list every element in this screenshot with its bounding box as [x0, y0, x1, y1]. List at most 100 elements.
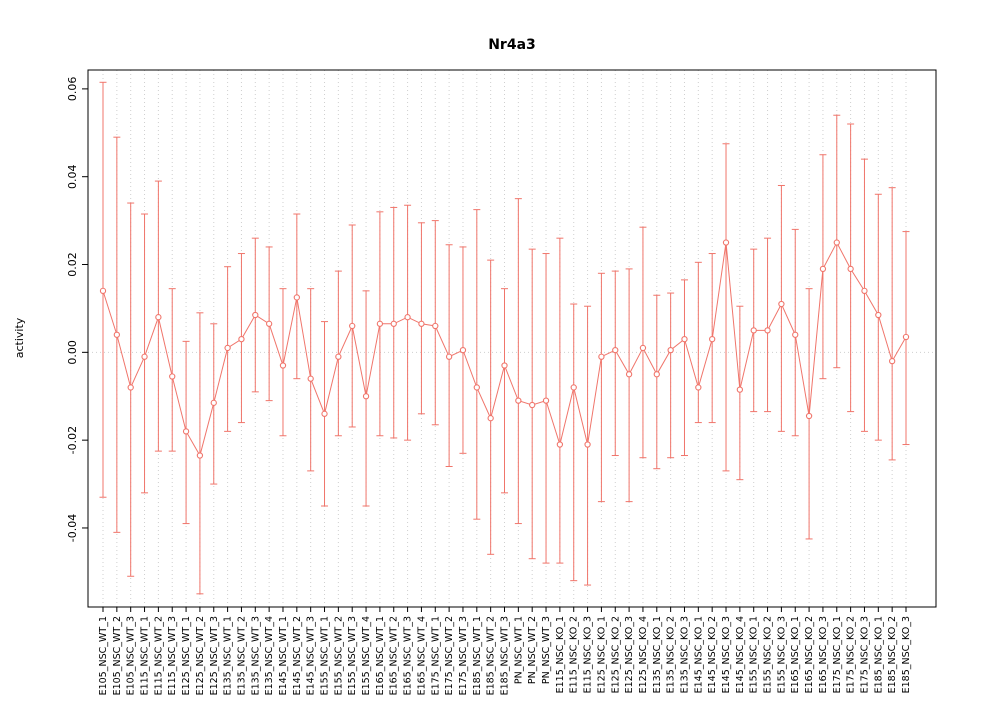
x-tick-label: E125_NSC_KO_1: [596, 616, 607, 693]
x-tick-label: E185_NSC_WT_3: [500, 616, 511, 695]
x-tick-label: E125_NSC_KO_3: [624, 616, 635, 693]
x-tick-label: E135_NSC_WT_1: [223, 616, 234, 695]
data-point: [722, 239, 730, 246]
x-tick-label: PN_NSC_WT_3: [541, 616, 552, 684]
x-tick-label: E105_NSC_WT_2: [112, 616, 123, 695]
y-tick-label: 0.02: [66, 252, 79, 277]
x-tick-label: E135_NSC_WT_4: [264, 616, 275, 695]
x-tick-label: E125_NSC_KO_4: [638, 616, 649, 693]
x-tick-label: E185_NSC_WT_1: [472, 616, 483, 695]
data-point: [529, 401, 536, 409]
data-point: [432, 322, 439, 330]
data-point: [805, 412, 813, 420]
y-tick-label: 0.04: [66, 164, 79, 189]
data-point: [127, 384, 134, 391]
x-tick-label: E145_NSC_KO_4: [735, 616, 746, 693]
data-point: [653, 371, 660, 378]
x-tick-label: E135_NSC_KO_2: [666, 616, 677, 693]
y-tick-label: -0.02: [66, 426, 79, 454]
x-tick-label: E145_NSC_WT_3: [306, 616, 317, 695]
data-point: [141, 353, 148, 360]
data-point: [695, 384, 702, 391]
data-point: [792, 331, 799, 338]
data-point: [376, 320, 384, 327]
x-tick-label: E145_NSC_WT_2: [292, 616, 303, 695]
x-tick-label: E165_NSC_KO_2: [804, 616, 815, 693]
data-point: [861, 287, 868, 295]
data-point: [833, 239, 840, 246]
y-tick-label: 0.06: [66, 77, 79, 102]
data-point: [445, 353, 453, 360]
x-tick-label: E155_NSC_KO_2: [763, 616, 774, 693]
data-point: [819, 265, 827, 273]
x-tick-label: E165_NSC_KO_3: [818, 616, 829, 693]
x-tick-label: E115_NSC_KO_3: [583, 616, 594, 693]
data-point: [598, 353, 605, 360]
data-point: [99, 287, 107, 295]
x-tick-label: E185_NSC_KO_2: [887, 616, 898, 693]
x-tick-label: E175_NSC_KO_2: [846, 616, 857, 693]
x-tick-label: E125_NSC_WT_2: [195, 616, 206, 695]
x-tick-label: E175_NSC_WT_3: [458, 616, 469, 695]
x-tick-label: E105_NSC_WT_1: [98, 616, 109, 695]
x-tick-label: E115_NSC_WT_1: [140, 616, 151, 695]
data-point: [875, 311, 882, 319]
x-tick-label: E175_NSC_WT_1: [430, 616, 441, 695]
x-tick-label: E175_NSC_KO_3: [859, 616, 870, 693]
plot-box: [87, 69, 937, 608]
data-point: [681, 336, 688, 343]
data-point: [473, 384, 480, 391]
data-point: [404, 314, 411, 321]
x-tick-label: E165_NSC_WT_4: [416, 616, 427, 695]
x-tick-label: E125_NSC_WT_1: [181, 616, 192, 695]
data-point: [556, 441, 564, 448]
data-point: [709, 336, 716, 343]
data-point: [238, 336, 245, 343]
data-point: [279, 362, 287, 369]
data-point: [847, 265, 854, 273]
data-point: [265, 320, 273, 327]
data-point: [764, 327, 771, 334]
data-point: [196, 452, 204, 459]
data-point: [501, 362, 508, 369]
data-point: [210, 399, 217, 406]
data-point: [155, 314, 162, 321]
data-point: [169, 373, 176, 380]
data-point: [750, 327, 757, 334]
data-point: [612, 346, 619, 354]
x-tick-label: E155_NSC_WT_3: [347, 616, 358, 695]
y-tick-label: 0.00: [66, 340, 79, 365]
data-point: [515, 397, 522, 404]
x-tick-label: E115_NSC_WT_3: [167, 616, 178, 695]
x-tick-label: E155_NSC_KO_3: [776, 616, 787, 693]
data-point: [902, 333, 910, 341]
data-point: [390, 320, 397, 327]
data-point: [487, 415, 494, 422]
x-tick-label: E145_NSC_KO_2: [707, 616, 718, 693]
x-tick-label: E135_NSC_WT_2: [236, 616, 247, 695]
data-point: [335, 353, 342, 360]
data-point: [570, 384, 577, 391]
x-tick-label: E135_NSC_KO_3: [679, 616, 690, 693]
data-point: [625, 371, 633, 378]
data-point: [584, 441, 591, 448]
x-tick-label: E165_NSC_WT_1: [375, 616, 386, 695]
data-point: [418, 320, 425, 327]
x-tick-label: E175_NSC_KO_1: [832, 616, 843, 693]
x-tick-label: E155_NSC_WT_4: [361, 616, 372, 695]
x-tick-label: E145_NSC_KO_1: [693, 616, 704, 693]
x-tick-label: PN_NSC_WT_2: [527, 616, 538, 684]
x-tick-label: E155_NSC_KO_1: [749, 616, 760, 693]
x-tick-label: E145_NSC_WT_1: [278, 616, 289, 695]
x-tick-label: PN_NSC_WT_1: [513, 616, 524, 684]
data-point: [224, 344, 231, 352]
x-tick-label: E125_NSC_WT_3: [209, 616, 220, 695]
x-tick-label: E165_NSC_WT_3: [403, 616, 414, 695]
x-tick-label: E185_NSC_WT_2: [486, 616, 497, 695]
data-point: [321, 410, 328, 417]
x-tick-label: E175_NSC_WT_2: [444, 616, 455, 695]
x-tick-label: E135_NSC_KO_1: [652, 616, 663, 693]
x-tick-label: E115_NSC_KO_1: [555, 616, 566, 693]
x-tick-label: E135_NSC_WT_3: [250, 616, 261, 695]
y-tick-label: -0.04: [66, 514, 79, 542]
